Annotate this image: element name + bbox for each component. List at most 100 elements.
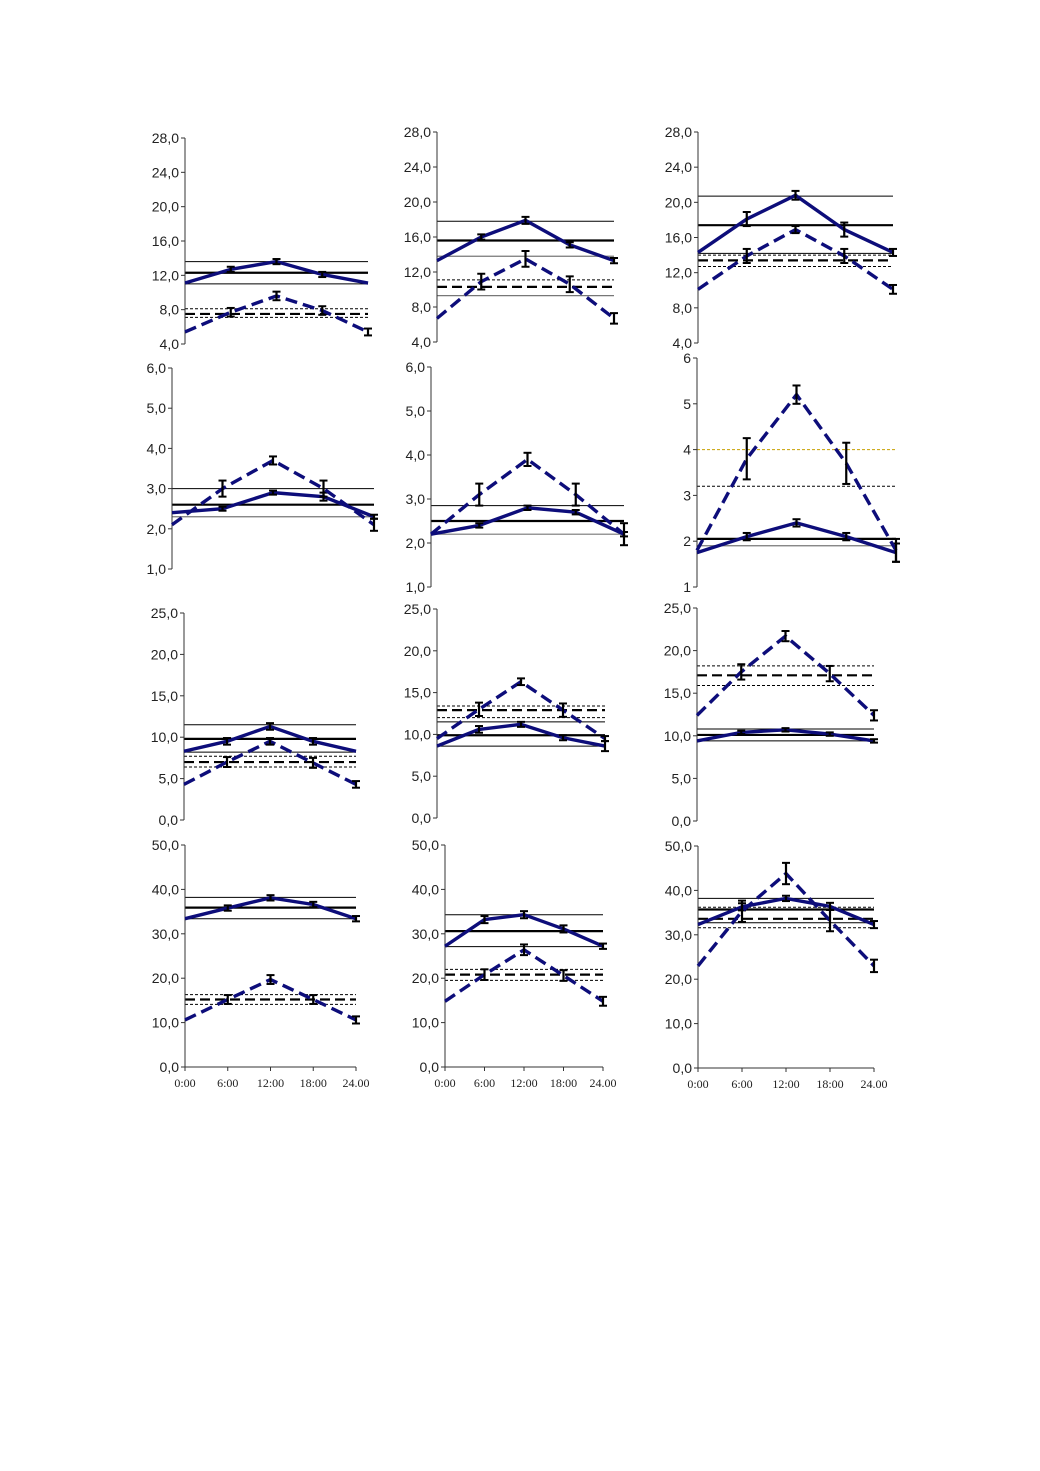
solid-series-line bbox=[697, 193, 894, 254]
y-tick-label: 16,0 bbox=[152, 233, 179, 249]
error-bar bbox=[620, 522, 628, 547]
error-bar bbox=[742, 437, 751, 481]
y-tick-label: 4,0 bbox=[673, 335, 693, 351]
y-tick-label: 5,0 bbox=[147, 400, 167, 416]
y-tick-label: 20,0 bbox=[404, 194, 431, 210]
y-tick-label: 24,0 bbox=[152, 164, 179, 180]
error-bar bbox=[223, 737, 231, 746]
error-bar bbox=[364, 327, 372, 337]
error-bar bbox=[269, 455, 277, 466]
error-bar bbox=[825, 731, 834, 737]
error-bar bbox=[218, 479, 227, 498]
chart-panel-11: 0,0 10,0 20,0 30,0 40,0 50,0 0:00 6:00 12:00 18:0… bbox=[412, 837, 617, 1090]
y-tick-label: 15,0 bbox=[151, 688, 178, 704]
error-bar bbox=[477, 233, 486, 241]
y-tick-label: 8,0 bbox=[673, 300, 693, 316]
y-tick-label: 0,0 bbox=[420, 1059, 440, 1075]
error-bar bbox=[826, 908, 834, 933]
y-tick-label: 30,0 bbox=[665, 927, 692, 943]
error-bar bbox=[352, 780, 360, 789]
error-bar bbox=[781, 727, 790, 733]
x-tick-label: 18:00 bbox=[300, 1076, 327, 1090]
error-bar bbox=[559, 734, 567, 742]
error-bar bbox=[559, 702, 567, 718]
error-bar bbox=[370, 517, 378, 532]
y-tick-label: 28,0 bbox=[665, 124, 692, 140]
y-tick-label: 1,0 bbox=[406, 579, 426, 595]
error-bar bbox=[738, 899, 746, 923]
error-bar bbox=[599, 995, 607, 1007]
error-bar bbox=[742, 531, 751, 542]
error-bar bbox=[571, 509, 580, 516]
error-bar bbox=[559, 969, 568, 982]
error-bar bbox=[599, 942, 607, 950]
error-bar bbox=[266, 894, 275, 902]
error-bar bbox=[842, 441, 851, 485]
y-tick-label: 30,0 bbox=[412, 926, 439, 942]
error-bar bbox=[517, 677, 525, 687]
error-bar bbox=[477, 272, 486, 291]
error-bar bbox=[223, 756, 231, 769]
y-tick-label: 0,0 bbox=[673, 1060, 693, 1076]
error-bar bbox=[318, 270, 327, 279]
error-bar bbox=[517, 720, 525, 728]
error-bar bbox=[475, 725, 483, 734]
chart-panel-7: 0,0 5,0 10,0 15,0 20,0 25,0 bbox=[151, 605, 360, 828]
x-tick-label: 18:00 bbox=[816, 1077, 843, 1091]
x-tick-label: 12:00 bbox=[772, 1077, 799, 1091]
error-bar bbox=[309, 737, 317, 746]
y-tick-label: 4 bbox=[683, 442, 691, 458]
error-bar bbox=[272, 258, 281, 266]
y-tick-label: 3,0 bbox=[147, 481, 167, 497]
y-tick-label: 6,0 bbox=[406, 359, 426, 375]
y-tick-label: 20,0 bbox=[404, 643, 431, 659]
error-bar bbox=[475, 701, 483, 718]
error-bar bbox=[272, 290, 281, 302]
chart-panel-12: 0,0 10,0 20,0 30,0 40,0 50,0 0:00 6:00 12:00 18:0… bbox=[665, 838, 888, 1091]
y-tick-label: 10,0 bbox=[664, 728, 691, 744]
dashed-series-line bbox=[429, 457, 626, 536]
error-bar bbox=[842, 531, 851, 542]
y-tick-label: 2,0 bbox=[147, 521, 167, 537]
error-bar bbox=[226, 306, 235, 318]
error-bar bbox=[480, 968, 489, 981]
y-tick-label: 50,0 bbox=[152, 837, 179, 853]
error-bar bbox=[521, 250, 530, 268]
chart-panel-5: 1,0 2,0 3,0 4,0 5,0 6,0 bbox=[406, 359, 628, 595]
error-bar bbox=[791, 225, 800, 235]
error-bar bbox=[870, 920, 878, 930]
y-tick-label: 10,0 bbox=[412, 1015, 439, 1031]
y-tick-label: 25,0 bbox=[404, 601, 431, 617]
error-bar bbox=[475, 522, 484, 529]
y-tick-label: 5,0 bbox=[412, 768, 432, 784]
error-bar bbox=[840, 247, 849, 264]
y-tick-label: 16,0 bbox=[404, 229, 431, 245]
error-bar bbox=[309, 994, 318, 1005]
error-bar bbox=[223, 904, 232, 912]
error-bar bbox=[269, 489, 277, 496]
error-bar bbox=[781, 630, 790, 643]
y-tick-label: 40,0 bbox=[152, 881, 179, 897]
error-bar bbox=[565, 275, 574, 294]
y-tick-label: 28,0 bbox=[152, 130, 179, 146]
chart-panel-2: 4,0 8,0 12,0 16,0 20,0 24,0 28,0 bbox=[404, 124, 618, 350]
x-tick-label: 18:00 bbox=[550, 1076, 577, 1090]
y-tick-label: 20,0 bbox=[152, 970, 179, 986]
x-tick-label: 24.00 bbox=[590, 1076, 617, 1090]
y-tick-label: 4,0 bbox=[412, 334, 432, 350]
x-tick-label: 12:00 bbox=[510, 1076, 537, 1090]
y-tick-label: 4,0 bbox=[406, 447, 426, 463]
dashed-series-line bbox=[435, 257, 616, 320]
chart-panel-1: 4,0 8,0 12,0 16,0 20,0 24,0 28,0 bbox=[152, 130, 372, 352]
error-bar bbox=[523, 451, 532, 467]
error-bar bbox=[480, 915, 489, 925]
error-bar bbox=[610, 257, 618, 265]
error-bar bbox=[840, 221, 849, 238]
error-bar bbox=[352, 1015, 360, 1025]
y-tick-label: 40,0 bbox=[665, 882, 692, 898]
error-bar bbox=[737, 663, 746, 681]
y-tick-label: 3,0 bbox=[406, 491, 426, 507]
y-tick-label: 1,0 bbox=[147, 561, 167, 577]
x-tick-label: 0:00 bbox=[174, 1076, 195, 1090]
y-tick-label: 24,0 bbox=[665, 159, 692, 175]
